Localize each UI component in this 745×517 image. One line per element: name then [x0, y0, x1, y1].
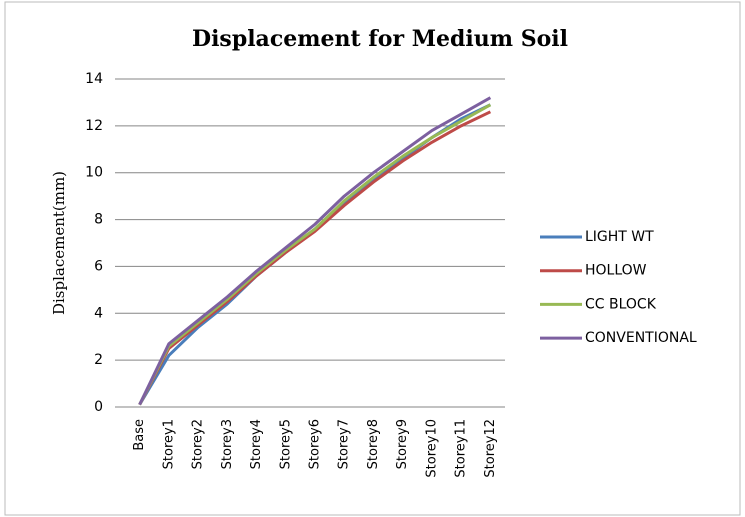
x-tick-label: Storey12 [483, 419, 498, 478]
x-tick-label: Storey3 [220, 419, 235, 469]
chart-frame [4, 1, 741, 516]
y-tick-label: 8 [94, 212, 103, 228]
chart-title: Displacement for Medium Soil [192, 26, 568, 52]
x-tick-label: Storey11 [454, 419, 469, 478]
series-line [138, 96, 492, 406]
series-line [138, 110, 492, 406]
legend-label: HOLLOW [585, 263, 647, 279]
legend-label: CC BLOCK [585, 296, 657, 312]
x-tick-label: Storey9 [395, 419, 410, 469]
x-tick-label: Storey4 [249, 419, 264, 469]
x-tick-label: Storey8 [366, 419, 381, 469]
legend-label: LIGHT WT [585, 229, 654, 245]
y-tick-label: 14 [85, 71, 103, 87]
x-tick-label: Base [132, 419, 147, 451]
x-tick-label: Storey7 [337, 419, 352, 469]
legend-label: CONVENTIONAL [585, 330, 697, 346]
y-tick-label: 12 [85, 118, 103, 134]
y-tick-label: 6 [94, 258, 103, 274]
x-tick-label: Storey10 [424, 419, 439, 478]
y-tick-label: 0 [94, 399, 103, 415]
y-axis-label: Displacement(mm) [50, 171, 68, 315]
x-tick-label: Storey6 [308, 419, 323, 469]
y-tick-label: 2 [94, 352, 103, 368]
x-tick-label: Storey2 [191, 419, 206, 469]
series-line [138, 103, 492, 406]
x-tick-label: Storey1 [161, 419, 176, 469]
x-tick-label: Storey5 [278, 419, 293, 469]
y-tick-label: 10 [85, 165, 103, 181]
y-tick-label: 4 [94, 305, 103, 321]
